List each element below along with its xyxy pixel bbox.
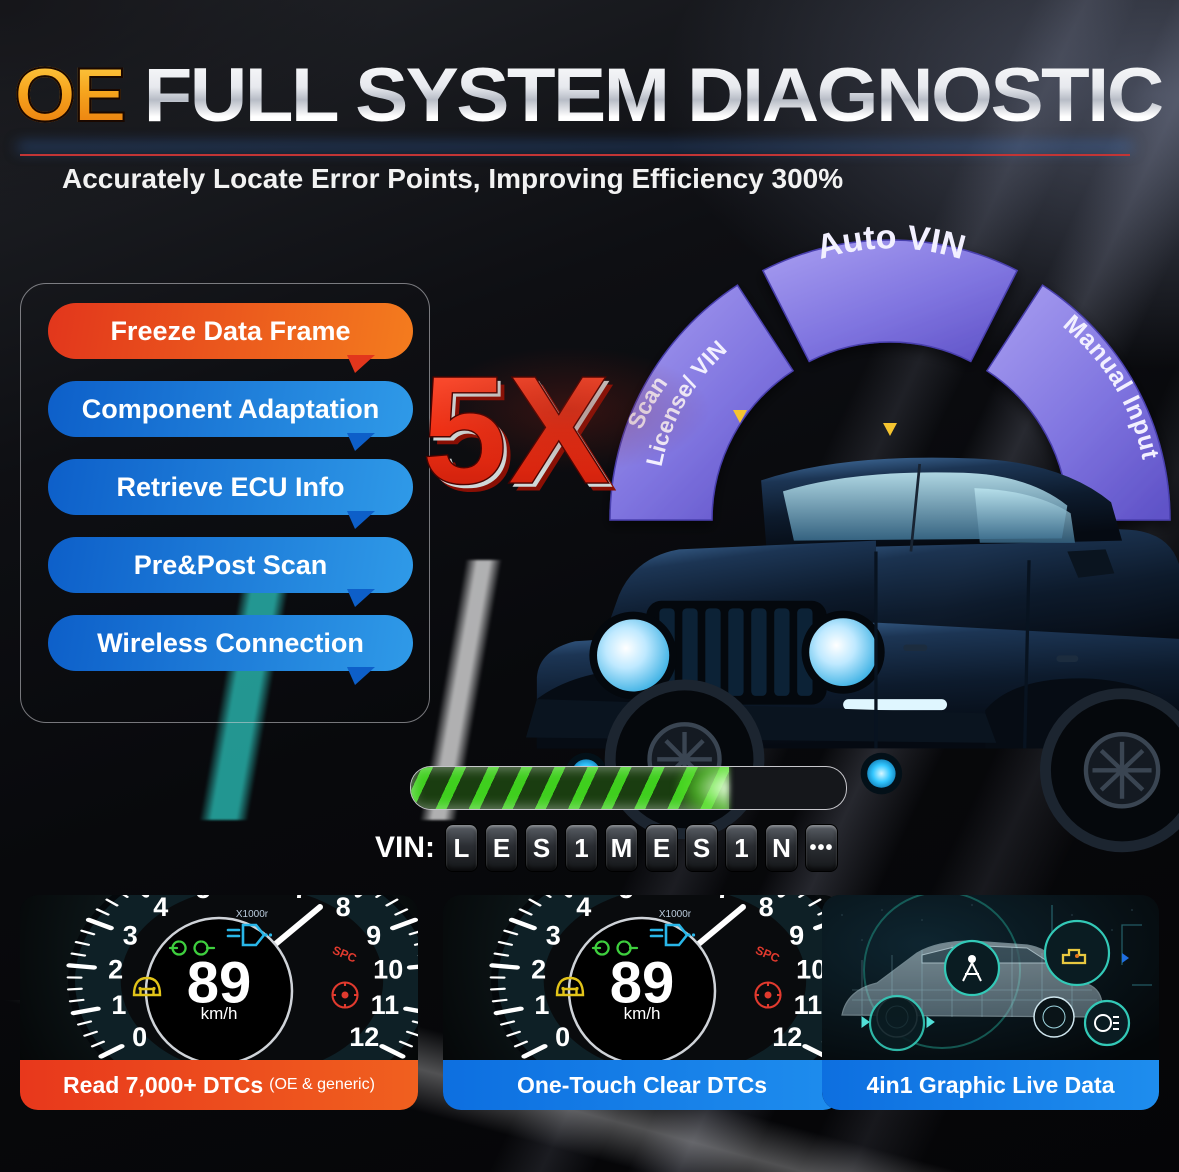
svg-text:km/h: km/h [624, 1004, 661, 1023]
svg-text:km/h: km/h [201, 1004, 238, 1023]
